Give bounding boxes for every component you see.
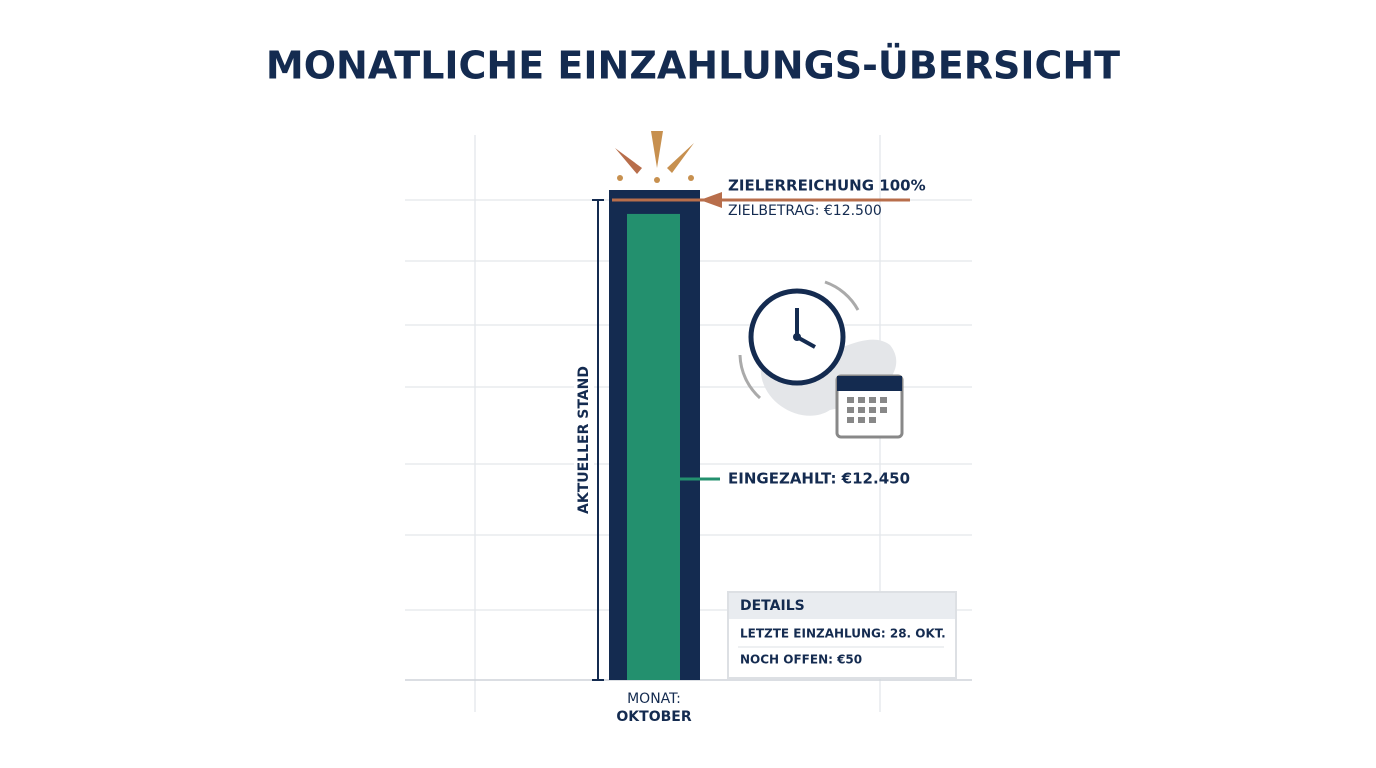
x-tick-label: OKTOBER [616, 709, 691, 725]
x-axis-label: MONAT: [627, 691, 681, 707]
goal-label: ZIELERREICHUNG 100% [728, 177, 926, 195]
target-arrow [700, 192, 722, 208]
bar [627, 213, 680, 681]
details-row: NOCH OFFEN: €50 [740, 653, 862, 667]
target-label: ZIELBETRAG: €12.500 [728, 203, 882, 219]
clock-calendar-icon [738, 280, 904, 439]
details-row: LETZTE EINZAHLUNG: 28. OKT. [740, 627, 946, 641]
value-label: EINGEZAHLT: €12.450 [728, 470, 910, 488]
y-label-bg [574, 355, 594, 525]
details-box: DETAILS LETZTE EINZAHLUNG: 28. OKT. NOCH… [727, 591, 957, 679]
y-axis-label: AKTUELLER STAND [576, 366, 592, 514]
celebration-burst [615, 131, 694, 183]
details-title: DETAILS [740, 598, 805, 614]
chart-title: MONATLICHE EINZAHLUNGS-ÜBERSICHT [266, 44, 1120, 88]
